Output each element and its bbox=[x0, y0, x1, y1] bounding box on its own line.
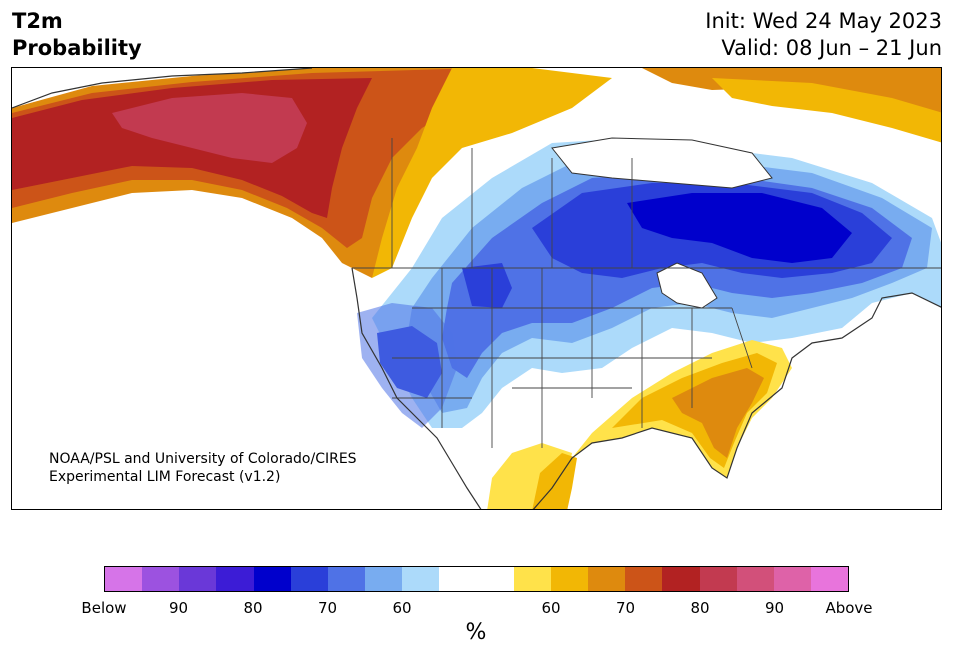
colorbar-segment bbox=[216, 567, 254, 591]
map-panel bbox=[11, 67, 942, 510]
cool-zone-rockies bbox=[462, 263, 512, 308]
colorbar-segment bbox=[513, 567, 551, 591]
cool-zone-west-mid bbox=[357, 303, 457, 428]
warm-zone-rose bbox=[112, 93, 307, 163]
colorbar-tick-label: 80 bbox=[690, 599, 710, 617]
great-lakes bbox=[656, 262, 718, 309]
title-left: T2m Probability bbox=[12, 8, 142, 62]
colorbar-segment bbox=[476, 567, 514, 591]
colorbar-segment bbox=[105, 567, 143, 591]
colorbar-segment bbox=[736, 567, 774, 591]
colorbar-segment bbox=[773, 567, 811, 591]
warm-zone-yellow-nw bbox=[372, 68, 612, 278]
warm-zone-ne-yellow bbox=[712, 78, 941, 143]
colorbar-segment bbox=[625, 567, 663, 591]
colorbar-segment bbox=[662, 567, 700, 591]
colorbar-segment bbox=[253, 567, 291, 591]
colorbar-segment bbox=[588, 567, 626, 591]
colorbar bbox=[104, 566, 849, 592]
colorbar-segment bbox=[439, 567, 477, 591]
colorbar-segment bbox=[402, 567, 440, 591]
colorbar-segment bbox=[550, 567, 589, 591]
probability-map bbox=[12, 68, 941, 509]
colorbar-segment bbox=[179, 567, 217, 591]
quantity-label: Probability bbox=[12, 36, 142, 60]
borders bbox=[352, 138, 941, 448]
colorbar-unit: % bbox=[465, 620, 487, 645]
colorbar-tick-label: 70 bbox=[317, 599, 338, 617]
colorbar-segment bbox=[142, 567, 180, 591]
cool-zone-deepblue bbox=[627, 193, 852, 263]
colorbar-segment bbox=[365, 567, 403, 591]
variable-label: T2m bbox=[12, 9, 63, 33]
init-date: Init: Wed 24 May 2023 bbox=[705, 9, 942, 33]
colorbar-tick-label: 90 bbox=[168, 599, 189, 617]
colorbar-segment bbox=[290, 567, 328, 591]
colorbar-tick-label: 70 bbox=[615, 599, 636, 617]
valid-period: Valid: 08 Jun – 21 Jun bbox=[721, 36, 942, 60]
warm-zone-se-orange bbox=[672, 368, 764, 458]
colorbar-tick-label: 60 bbox=[392, 599, 412, 617]
credit-text: NOAA/PSL and University of Colorado/CIRE… bbox=[49, 450, 357, 486]
hudson-bay bbox=[551, 137, 773, 189]
colorbar-segment bbox=[327, 567, 366, 591]
credit-line-2: Experimental LIM Forecast (v1.2) bbox=[49, 469, 281, 485]
colorbar-tick-label: 60 bbox=[541, 599, 561, 617]
colorbar-tick-label: Below bbox=[81, 599, 127, 617]
title-right: Init: Wed 24 May 2023 Valid: 08 Jun – 21… bbox=[705, 8, 942, 62]
colorbar-segment bbox=[810, 567, 849, 591]
colorbar-segment bbox=[699, 567, 737, 591]
colorbar-ticks: Below 90 80 70 60 60 70 80 90 Above bbox=[81, 592, 872, 617]
warm-zone-ne-orange bbox=[642, 68, 941, 128]
colorbar-tick-label: Above bbox=[825, 599, 873, 617]
colorbar-tick-label: 90 bbox=[764, 599, 785, 617]
colorbar-tick-label: 80 bbox=[243, 599, 263, 617]
coastline bbox=[12, 68, 941, 509]
credit-line-1: NOAA/PSL and University of Colorado/CIRE… bbox=[49, 451, 357, 467]
